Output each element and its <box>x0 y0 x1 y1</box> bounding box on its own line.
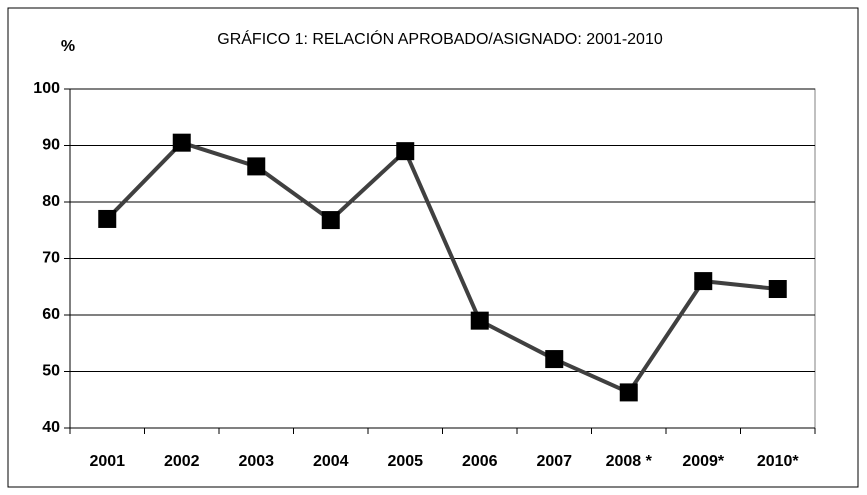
point-marker <box>470 311 489 330</box>
point-marker <box>545 350 564 369</box>
x-tick-label: 2005 <box>387 453 423 470</box>
point-marker <box>396 142 415 161</box>
x-tick-label: 2006 <box>462 453 498 470</box>
x-tick-label: 2010* <box>757 453 800 470</box>
y-tick-label: 40 <box>42 419 60 436</box>
x-tick-label: 2007 <box>536 453 572 470</box>
x-tick-label: 2004 <box>313 453 349 470</box>
series-line <box>105 140 778 395</box>
y-tick-label: 70 <box>42 250 60 267</box>
y-tick-label: 90 <box>42 137 60 154</box>
x-tick-label: 2003 <box>238 453 274 470</box>
y-tick-label: 80 <box>42 193 60 210</box>
y-tick-label: 100 <box>33 80 60 97</box>
x-tick-label: 2009* <box>682 453 725 470</box>
point-marker <box>98 209 117 228</box>
y-tick-label: 60 <box>42 306 60 323</box>
point-marker <box>694 272 713 291</box>
x-tick-label: 2008 * <box>606 453 653 470</box>
point-marker <box>619 383 638 402</box>
x-tick-label: 2002 <box>164 453 200 470</box>
point-marker <box>321 211 340 230</box>
x-tick-label: 2001 <box>89 453 125 470</box>
point-marker <box>247 157 266 176</box>
point-marker <box>768 280 787 299</box>
y-tick-label: 50 <box>42 363 60 380</box>
y-axis-label: % <box>61 38 75 55</box>
chart-title: GRÁFICO 1: RELACIÓN APROBADO/ASIGNADO: 2… <box>217 29 663 48</box>
point-marker <box>172 133 191 152</box>
